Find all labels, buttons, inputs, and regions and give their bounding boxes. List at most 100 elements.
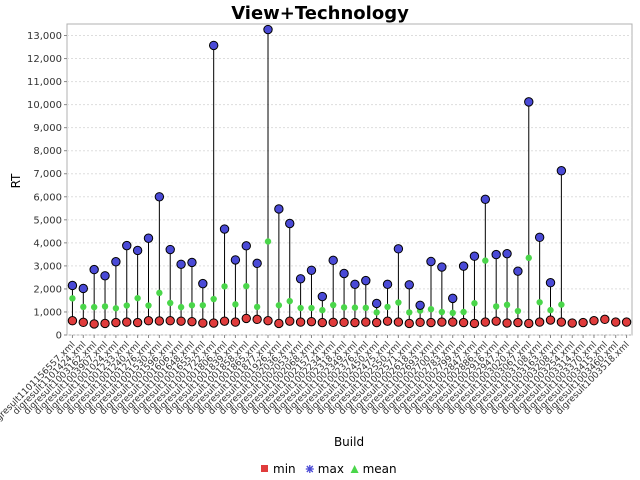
- max-point: [448, 293, 458, 304]
- min-point: [78, 317, 88, 328]
- max-point: [556, 166, 567, 176]
- y-tick-label: 5,000: [33, 215, 62, 226]
- mean-point: [406, 309, 413, 316]
- mean-point: [395, 299, 402, 306]
- max-point: [469, 251, 480, 261]
- min-point: [382, 316, 393, 326]
- mean-point: [362, 304, 369, 312]
- legend-swatch-mean: [350, 465, 359, 473]
- min-point: [469, 318, 480, 329]
- min-point: [132, 317, 143, 328]
- max-point: [491, 249, 501, 260]
- y-tick-label: 9,000: [33, 123, 62, 134]
- max-point: [306, 265, 317, 275]
- min-point: [437, 317, 447, 327]
- min-point: [545, 315, 556, 325]
- min-point: [371, 317, 382, 328]
- y-tick-label: 2,000: [33, 284, 62, 295]
- min-point: [578, 317, 588, 328]
- mean-point: [503, 301, 511, 309]
- max-point: [502, 248, 512, 259]
- max-point: [285, 218, 295, 229]
- max-point: [437, 262, 447, 272]
- min-point: [230, 317, 241, 327]
- mean-point: [547, 306, 554, 314]
- mean-point: [319, 306, 326, 314]
- mean-point: [101, 303, 109, 310]
- min-point: [208, 318, 219, 328]
- min-point: [306, 316, 317, 327]
- min-point: [534, 317, 545, 327]
- y-tick-label: 0: [56, 331, 62, 342]
- mean-point: [449, 309, 456, 317]
- mean-point: [373, 309, 380, 316]
- min-point: [448, 317, 458, 327]
- mean-point: [243, 282, 250, 290]
- max-point: [350, 279, 360, 290]
- max-point: [154, 192, 165, 202]
- max-point: [393, 244, 404, 254]
- mean-point: [297, 304, 304, 312]
- max-point: [415, 300, 425, 310]
- min-point: [143, 316, 154, 326]
- legend-label-mean: mean: [363, 462, 397, 476]
- min-point: [361, 317, 371, 327]
- mean-point: [232, 301, 239, 308]
- mean-point: [340, 304, 348, 311]
- max-point: [78, 283, 88, 294]
- mean-point: [351, 304, 359, 311]
- mean-point: [69, 295, 76, 302]
- min-point: [458, 317, 469, 328]
- legend-swatch-max: [305, 465, 314, 473]
- y-tick-label: 7,000: [33, 169, 62, 180]
- max-point: [274, 204, 284, 214]
- max-point: [458, 261, 469, 271]
- max-point: [361, 275, 371, 286]
- min-point: [502, 318, 512, 328]
- mean-point: [156, 289, 163, 297]
- legend-label-min: min: [273, 462, 296, 476]
- max-point: [317, 291, 328, 302]
- min-point: [589, 316, 599, 326]
- min-point: [393, 317, 404, 327]
- max-point: [143, 233, 154, 243]
- y-tick-label: 3,000: [33, 261, 62, 272]
- max-point: [165, 244, 175, 255]
- max-point: [208, 40, 219, 51]
- min-point: [154, 316, 165, 326]
- x-axis-label: Build: [334, 435, 364, 449]
- mean-point: [536, 299, 543, 306]
- legend: min max mean: [261, 462, 397, 476]
- max-point: [100, 271, 110, 281]
- min-point: [426, 317, 436, 328]
- max-point: [219, 224, 230, 234]
- y-tick-label: 1,000: [33, 307, 62, 318]
- mean-point: [438, 308, 446, 316]
- min-point: [350, 317, 360, 328]
- mean-point: [471, 300, 478, 307]
- plot-area: [66, 23, 633, 336]
- mean-point: [90, 303, 98, 311]
- min-point: [491, 316, 501, 326]
- mean-point: [384, 303, 391, 311]
- mean-point: [264, 238, 272, 245]
- max-point: [426, 256, 436, 267]
- mean-point: [210, 295, 217, 303]
- max-point: [241, 241, 251, 251]
- min-point: [339, 317, 349, 328]
- max-point: [404, 280, 414, 290]
- max-point: [534, 232, 545, 243]
- mean-point: [558, 301, 565, 308]
- mean-point: [253, 303, 261, 311]
- max-point: [111, 257, 121, 267]
- y-axis-label: RT: [9, 173, 23, 188]
- min-point: [611, 317, 621, 327]
- data-points: [67, 24, 632, 329]
- y-tick-label: 11,000: [27, 77, 62, 88]
- max-point: [328, 255, 338, 266]
- mean-point: [112, 305, 120, 312]
- x-axis: digresult1101156557.xmldigresult1101424.…: [0, 335, 632, 429]
- mean-point: [145, 302, 152, 309]
- min-point: [100, 318, 110, 329]
